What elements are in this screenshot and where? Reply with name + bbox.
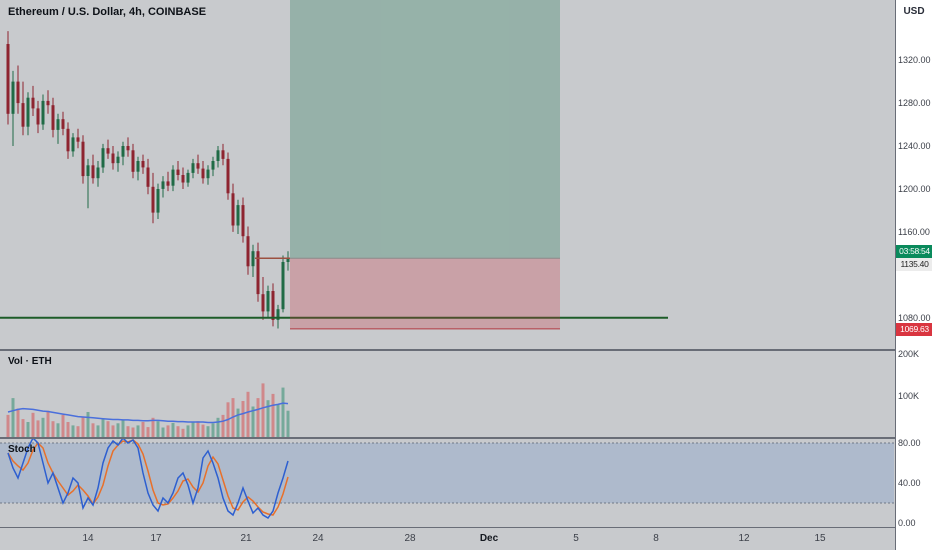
time-tick-label: 17 [150,533,162,544]
time-tick-label: 14 [82,533,94,544]
price-pane[interactable]: Ethereum / U.S. Dollar, 4h, COINBASE [0,0,894,350]
price-axis[interactable]: USD 03:58:54 1135.40 1069.63 1320.00 1280… [895,0,932,550]
volume-chart-canvas[interactable] [0,351,894,438]
stoch-tick-label: 40.00 [898,478,921,488]
time-tick-label: 21 [240,533,252,544]
entry-price-badge: 1135.40 [896,258,932,271]
main-chart-canvas[interactable] [0,0,894,350]
stop-price-badge: 1069.63 [896,323,932,336]
time-tick-label: 12 [738,533,750,544]
currency-label: USD [903,6,925,17]
pane-separator[interactable] [0,437,932,439]
time-tick-label: 28 [404,533,416,544]
price-tick-label: 1200.00 [898,183,931,194]
volume-tick-label: 200K [898,349,920,359]
time-tick-label: 15 [814,533,826,544]
volume-pane[interactable]: Vol · ETH [0,351,894,438]
time-tick-label: 24 [312,533,324,544]
price-tick-label: 1280.00 [898,98,931,109]
time-axis[interactable]: 14 17 21 24 28 Dec 5 8 12 15 [0,528,894,550]
volume-indicator-label[interactable]: Vol · ETH [8,356,52,367]
symbol-title[interactable]: Ethereum / U.S. Dollar, 4h, COINBASE [8,6,207,18]
stoch-tick-label: 0.00 [898,518,916,528]
stochastic-chart-canvas[interactable] [0,439,894,527]
pane-separator[interactable] [0,349,932,351]
countdown-badge: 03:58:54 [896,245,932,258]
time-axis-separator [0,527,932,528]
price-tick-label: 1080.00 [898,312,931,323]
price-tick-label: 1320.00 [898,55,931,66]
time-tick-label: 5 [573,533,579,544]
time-tick-label: 8 [653,533,659,544]
volume-tick-label: 100K [898,391,920,401]
stochastic-pane[interactable]: Stoch [0,439,894,527]
stoch-indicator-label[interactable]: Stoch [8,444,36,455]
price-tick-label: 1240.00 [898,141,931,151]
price-tick-label: 1160.00 [898,226,930,237]
time-tick-label: Dec [479,533,499,544]
stoch-tick-label: 80.00 [898,438,921,448]
